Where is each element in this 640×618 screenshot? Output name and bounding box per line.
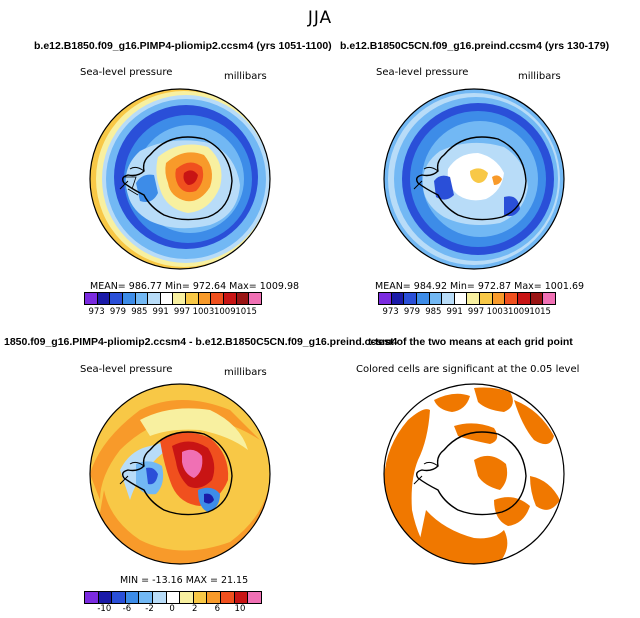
colorbar-swatch bbox=[518, 293, 531, 304]
colorbar-tick-label: 1009 bbox=[213, 307, 236, 317]
colorbar-tick-label: 1003 bbox=[486, 307, 509, 317]
colorbar-swatch bbox=[454, 293, 468, 304]
colorbar-swatch bbox=[480, 293, 493, 304]
colorbar-swatch bbox=[97, 293, 111, 304]
colorbar-tick-label: 979 bbox=[403, 307, 421, 317]
map-bottom-right bbox=[383, 383, 565, 565]
colorbar-swatch bbox=[180, 592, 194, 603]
units-label-bottom-left: millibars bbox=[224, 367, 267, 378]
colorbar-swatch bbox=[442, 293, 455, 304]
colorbar-swatch bbox=[160, 293, 174, 304]
colorbar-swatch bbox=[186, 293, 199, 304]
colorbar-swatch bbox=[249, 293, 261, 304]
colorbar-tick-label: 985 bbox=[425, 307, 442, 317]
colorbar-swatch bbox=[122, 293, 136, 304]
variable-label-top-left: Sea-level pressure bbox=[80, 67, 173, 78]
colorbar-ticks-top-left: 973 979 985 991 997 1003 1009 1015 bbox=[84, 307, 260, 319]
colorbar-tick-label: 1009 bbox=[507, 307, 530, 317]
colorbar-tick-label: 997 bbox=[173, 307, 191, 317]
panel-title-bottom-left: 1850.f09_g16.PIMP4-pliomip2.ccsm4 - b.e1… bbox=[4, 336, 398, 348]
colorbar-swatch bbox=[207, 592, 222, 603]
colorbar-swatch bbox=[173, 293, 187, 304]
colorbar-ticks-bottom-left: -10 -6 -2 0 2 6 10 bbox=[84, 604, 260, 616]
colorbar-swatch bbox=[416, 293, 430, 304]
colorbar-swatch bbox=[543, 293, 555, 304]
colorbar-swatch bbox=[467, 293, 481, 304]
colorbar-tick-label: 997 bbox=[467, 307, 485, 317]
variable-label-top-right: Sea-level pressure bbox=[376, 67, 469, 78]
colorbar-tick-label: 0 bbox=[169, 604, 175, 614]
colorbar-swatch bbox=[198, 293, 212, 304]
colorbar-swatch bbox=[112, 592, 126, 603]
colorbar-swatch bbox=[85, 592, 99, 603]
colorbar-swatch bbox=[153, 592, 167, 603]
colorbar-swatch bbox=[98, 592, 113, 603]
colorbar-top-left bbox=[84, 292, 262, 305]
colorbar-swatch bbox=[429, 293, 443, 304]
colorbar-swatch bbox=[492, 293, 506, 304]
colorbar-swatch bbox=[193, 592, 208, 603]
colorbar-swatch bbox=[391, 293, 405, 304]
panel-title-bottom-right: t-test of the two means at each grid poi… bbox=[368, 336, 573, 348]
colorbar-swatch bbox=[234, 592, 249, 603]
units-label-top-left: millibars bbox=[224, 71, 267, 82]
panel-title-top-left: b.e12.B1850.f09_g16.PIMP4-pliomip2.ccsm4… bbox=[34, 40, 332, 52]
colorbar-tick-label: 985 bbox=[131, 307, 148, 317]
colorbar-tick-label: 979 bbox=[109, 307, 127, 317]
colorbar-swatch bbox=[139, 592, 154, 603]
colorbar-tick-label: 1015 bbox=[235, 307, 257, 317]
map-top-right bbox=[383, 88, 565, 270]
colorbar-swatch bbox=[211, 293, 225, 304]
colorbar-tick-label: -2 bbox=[145, 604, 154, 614]
colorbar-tick-label: 2 bbox=[192, 604, 198, 614]
variable-label-bottom-left: Sea-level pressure bbox=[80, 364, 173, 375]
colorbar-swatch bbox=[148, 293, 161, 304]
colorbar-tick-label: 6 bbox=[214, 604, 221, 614]
colorbar-top-right bbox=[378, 292, 556, 305]
colorbar-swatch bbox=[110, 293, 123, 304]
stats-top-left: MEAN= 986.77 Min= 972.64 Max= 1009.98 bbox=[90, 281, 300, 292]
colorbar-swatch bbox=[85, 293, 98, 304]
colorbar-swatch bbox=[505, 293, 519, 304]
colorbar-swatch bbox=[125, 592, 140, 603]
colorbar-swatch bbox=[236, 293, 250, 304]
colorbar-swatch bbox=[224, 293, 237, 304]
season-title: JJA bbox=[307, 8, 333, 28]
panel-title-top-right: b.e12.B1850C5CN.f09_g16.preind.ccsm4 (yr… bbox=[340, 40, 610, 52]
colorbar-tick-label: 10 bbox=[234, 604, 246, 614]
colorbar-tick-label: 1003 bbox=[192, 307, 215, 317]
colorbar-tick-label: 991 bbox=[446, 307, 463, 317]
colorbar-tick-label: -10 bbox=[97, 604, 112, 614]
significance-note: Colored cells are significant at the 0.0… bbox=[356, 364, 580, 375]
colorbar-swatch bbox=[166, 592, 181, 603]
colorbar-tick-label: 991 bbox=[152, 307, 169, 317]
colorbar-ticks-top-right: 973 979 985 991 997 1003 1009 1015 bbox=[378, 307, 554, 319]
colorbar-swatch bbox=[221, 592, 235, 603]
colorbar-swatch bbox=[248, 592, 261, 603]
stats-bottom-left: MIN = -13.16 MAX = 21.15 bbox=[120, 575, 249, 586]
map-top-left bbox=[89, 88, 271, 270]
colorbar-tick-label: 1015 bbox=[529, 307, 551, 317]
stats-top-right: MEAN= 984.92 Min= 972.87 Max= 1001.69 bbox=[375, 281, 585, 292]
colorbar-tick-label: 973 bbox=[88, 307, 105, 317]
colorbar-swatch bbox=[135, 293, 149, 304]
colorbar-swatch bbox=[530, 293, 544, 304]
colorbar-swatch bbox=[404, 293, 417, 304]
colorbar-swatch bbox=[379, 293, 392, 304]
colorbar-tick-label: 973 bbox=[382, 307, 399, 317]
colorbar-tick-label: -6 bbox=[122, 604, 132, 614]
map-bottom-left bbox=[89, 383, 271, 565]
colorbar-bottom-left bbox=[84, 591, 262, 604]
units-label-top-right: millibars bbox=[518, 71, 561, 82]
